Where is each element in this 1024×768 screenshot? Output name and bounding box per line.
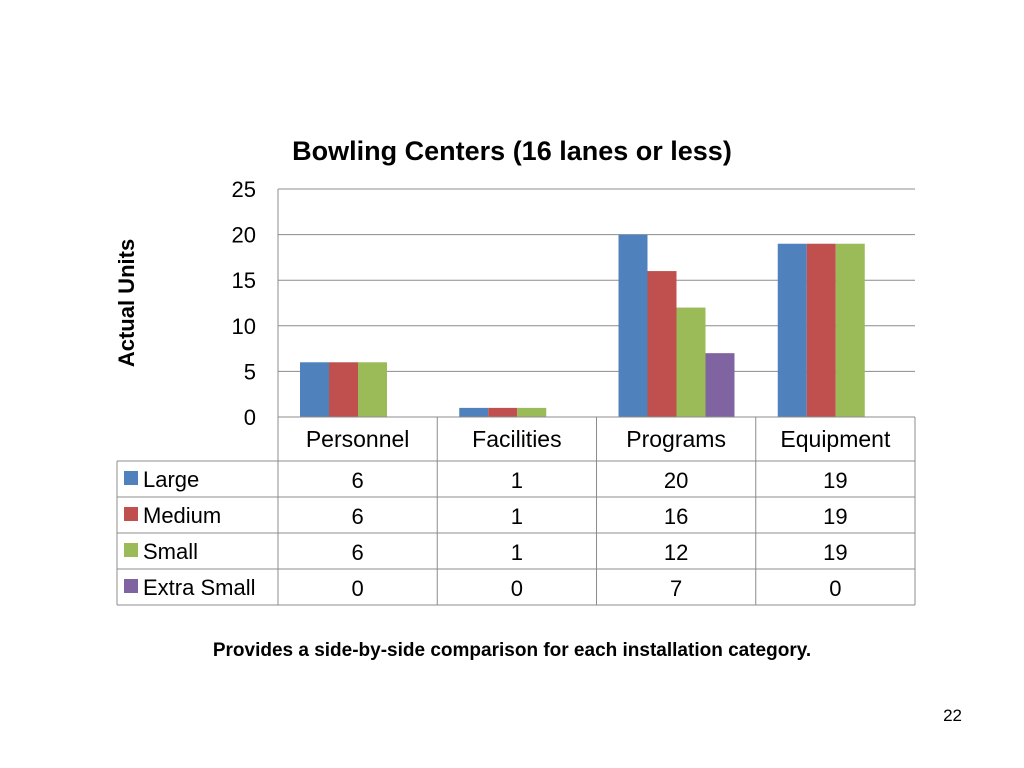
table-value: 0 — [352, 576, 364, 601]
chart-title: Bowling Centers (16 lanes or less) — [292, 136, 732, 166]
y-tick-labels: 0 5 10 15 20 25 — [232, 177, 256, 430]
table-value: 6 — [352, 540, 364, 565]
bar — [777, 243, 807, 417]
bar — [300, 362, 329, 417]
bar — [835, 243, 865, 417]
bar — [806, 243, 836, 417]
table-value: 1 — [511, 540, 523, 565]
y-tick-label: 0 — [244, 405, 256, 430]
table-value: 16 — [664, 504, 688, 529]
bar — [647, 271, 677, 417]
category-label: Programs — [626, 426, 726, 452]
y-tick-label: 10 — [232, 314, 256, 339]
bar — [459, 407, 489, 417]
table-value: 6 — [352, 468, 364, 493]
table-value: 19 — [823, 504, 847, 529]
y-tick-label: 15 — [232, 268, 256, 293]
bar — [517, 407, 547, 417]
bar — [329, 362, 358, 417]
y-tick-label: 20 — [232, 223, 256, 248]
category-label: Facilities — [472, 426, 561, 452]
legend-label: Large — [143, 467, 199, 492]
legend-swatch — [124, 471, 138, 485]
page-number: 22 — [943, 706, 962, 725]
legend-swatch — [124, 543, 138, 557]
bars — [300, 234, 865, 417]
y-tick-label: 5 — [244, 359, 256, 384]
data-table: Personnel Facilities Programs Equipment Larg… — [116, 416, 916, 606]
legend-swatch — [124, 507, 138, 521]
legend-label: Medium — [143, 503, 221, 528]
y-axis-label: Actual Units — [114, 239, 139, 367]
table-value: 7 — [670, 576, 682, 601]
table-value: 6 — [352, 504, 364, 529]
bar — [488, 407, 518, 417]
bar — [618, 234, 648, 417]
table-value: 1 — [511, 468, 523, 493]
table-value: 20 — [664, 468, 688, 493]
y-tick-label: 25 — [232, 177, 256, 202]
bar — [705, 353, 735, 417]
table-value: 19 — [823, 540, 847, 565]
table-value: 0 — [829, 576, 841, 601]
category-label: Equipment — [780, 426, 891, 452]
category-label: Personnel — [306, 426, 410, 452]
table-value: 12 — [664, 540, 688, 565]
legend-label: Small — [143, 539, 198, 564]
table-value: 1 — [511, 504, 523, 529]
table-value: 19 — [823, 468, 847, 493]
slide-caption: Provides a side-by-side comparison for e… — [212, 640, 812, 661]
legend-label: Extra Small — [143, 575, 255, 600]
table-value: 0 — [511, 576, 523, 601]
bar — [358, 362, 387, 417]
legend-swatch — [124, 579, 138, 593]
bar — [676, 307, 706, 417]
